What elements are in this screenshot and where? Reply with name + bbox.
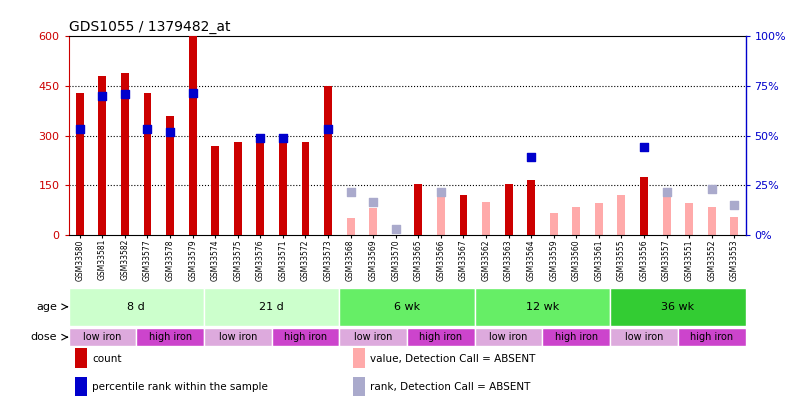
Bar [256,134,264,235]
Bar [353,377,365,396]
Bar [505,183,513,235]
Bar [211,145,219,235]
Text: high iron: high iron [690,332,733,342]
Text: 8 d: 8 d [127,302,145,312]
Bar [617,195,625,235]
Bar [369,209,377,235]
Bar [595,203,603,235]
Text: high iron: high iron [148,332,192,342]
Text: 36 wk: 36 wk [661,302,695,312]
Point [638,144,650,151]
Text: value, Detection Call = ABSENT: value, Detection Call = ABSENT [370,354,535,364]
Point [322,126,334,132]
Bar [550,213,558,235]
Bar [527,180,535,235]
Text: dose: dose [31,332,57,342]
Text: low iron: low iron [489,332,528,342]
Bar [76,93,84,235]
Point [389,226,402,232]
Bar [730,217,738,235]
Bar [610,328,678,346]
Bar [475,288,610,326]
Text: rank, Detection Call = ABSENT: rank, Detection Call = ABSENT [370,382,530,392]
Bar [353,348,365,368]
Bar [204,328,272,346]
Bar [189,36,197,235]
Bar [663,194,671,235]
Point [254,135,267,141]
Point [344,189,357,195]
Bar [339,328,407,346]
Bar [69,328,136,346]
Point [96,93,109,99]
Text: high iron: high iron [419,332,463,342]
Bar [166,116,174,235]
Point [660,189,673,195]
Bar [204,288,339,326]
Bar [414,183,422,235]
Bar [75,377,88,396]
Point [367,198,380,205]
Text: low iron: low iron [83,332,122,342]
Bar [542,328,610,346]
Text: count: count [92,354,122,364]
Text: percentile rank within the sample: percentile rank within the sample [92,382,268,392]
Text: 12 wk: 12 wk [526,302,559,312]
Point [434,189,447,195]
Bar [459,195,467,235]
Text: low iron: low iron [218,332,257,342]
Point [186,90,199,96]
Text: high iron: high iron [555,332,598,342]
Bar [279,134,287,235]
Text: low iron: low iron [625,332,663,342]
Bar [572,207,580,235]
Bar [610,288,746,326]
Bar [678,328,746,346]
Bar [136,328,204,346]
Bar [143,93,152,235]
Point [73,126,86,132]
Point [705,185,718,192]
Bar [347,218,355,235]
Point [276,135,289,141]
Bar [121,73,129,235]
Bar [482,202,490,235]
Bar [407,328,475,346]
Text: 6 wk: 6 wk [394,302,420,312]
Point [728,202,741,208]
Bar [437,192,445,235]
Text: low iron: low iron [354,332,393,342]
Text: GDS1055 / 1379482_at: GDS1055 / 1379482_at [69,20,230,34]
Text: age: age [36,302,57,312]
Bar [234,142,242,235]
Point [164,129,177,136]
Bar [98,76,106,235]
Bar [640,177,648,235]
Point [525,154,538,160]
Bar [685,203,693,235]
Bar [475,328,542,346]
Bar [708,207,716,235]
Bar [69,288,204,326]
Text: 21 d: 21 d [260,302,284,312]
Bar [272,328,339,346]
Point [141,126,154,132]
Bar [339,288,475,326]
Bar [301,142,310,235]
Text: high iron: high iron [284,332,327,342]
Bar [75,348,88,368]
Point [118,91,131,98]
Bar [324,86,332,235]
